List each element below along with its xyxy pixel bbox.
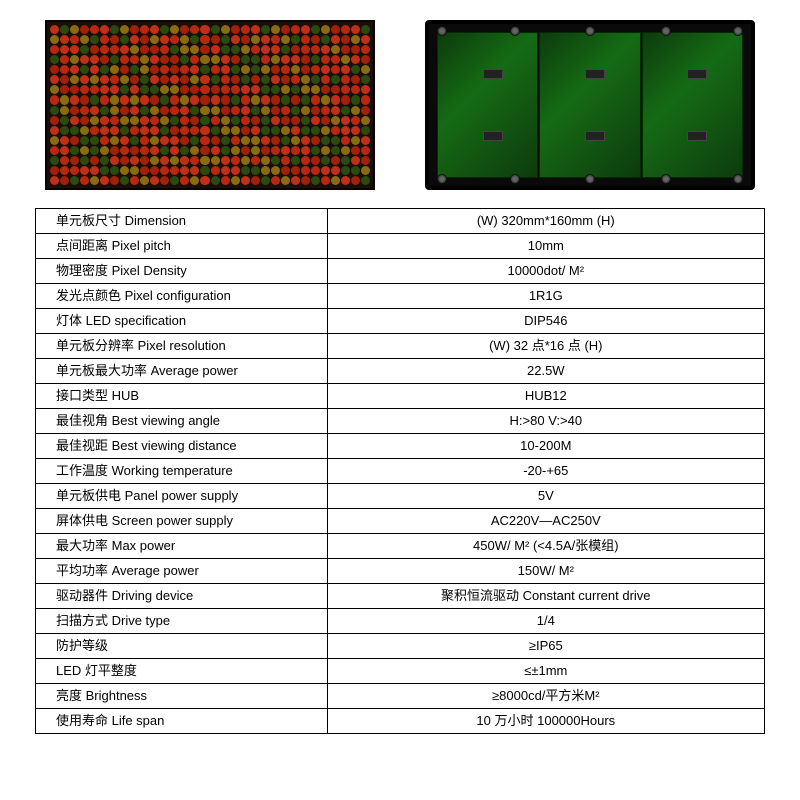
screw-icon — [585, 174, 595, 184]
spec-label: 使用寿命 Life span — [36, 709, 328, 734]
pcb-section — [642, 32, 743, 178]
spec-label: 屏体供电 Screen power supply — [36, 509, 328, 534]
table-row: 扫描方式 Drive type1/4 — [36, 609, 765, 634]
screw-icon — [585, 26, 595, 36]
spec-label: 最大功率 Max power — [36, 534, 328, 559]
spec-value: 5V — [327, 484, 764, 509]
spec-table: 单元板尺寸 Dimension(W) 320mm*160mm (H)点间距离 P… — [35, 208, 765, 734]
spec-value: 10000dot/ M² — [327, 259, 764, 284]
table-row: 亮度 Brightness≥8000cd/平方米M² — [36, 684, 765, 709]
table-row: 灯体 LED specificationDIP546 — [36, 309, 765, 334]
screw-icon — [661, 26, 671, 36]
spec-label: 灯体 LED specification — [36, 309, 328, 334]
spec-value: (W) 32 点*16 点 (H) — [327, 334, 764, 359]
table-row: 点间距离 Pixel pitch10mm — [36, 234, 765, 259]
spec-value: ≤±1mm — [327, 659, 764, 684]
table-row: 最大功率 Max power450W/ M² (<4.5A/张模组) — [36, 534, 765, 559]
pcb-section — [539, 32, 640, 178]
table-row: 防护等级≥IP65 — [36, 634, 765, 659]
screw-icon — [437, 174, 447, 184]
pcb-section — [437, 32, 538, 178]
screw-icon — [437, 26, 447, 36]
spec-label: 单元板最大功率 Average power — [36, 359, 328, 384]
spec-value: ≥IP65 — [327, 634, 764, 659]
spec-label: 单元板分辨率 Pixel resolution — [36, 334, 328, 359]
spec-label: 工作温度 Working temperature — [36, 459, 328, 484]
table-row: 单元板供电 Panel power supply5V — [36, 484, 765, 509]
table-row: LED 灯平整度≤±1mm — [36, 659, 765, 684]
spec-label: 扫描方式 Drive type — [36, 609, 328, 634]
screw-icon — [510, 26, 520, 36]
table-row: 接口类型 HUBHUB12 — [36, 384, 765, 409]
spec-value: ≥8000cd/平方米M² — [327, 684, 764, 709]
spec-value: -20-+65 — [327, 459, 764, 484]
table-row: 最佳视角 Best viewing angleH:>80 V:>40 — [36, 409, 765, 434]
spec-value: DIP546 — [327, 309, 764, 334]
spec-label: 点间距离 Pixel pitch — [36, 234, 328, 259]
screw-icon — [733, 174, 743, 184]
spec-label: 驱动器件 Driving device — [36, 584, 328, 609]
spec-label: LED 灯平整度 — [36, 659, 328, 684]
spec-value: 1/4 — [327, 609, 764, 634]
table-row: 单元板最大功率 Average power22.5W — [36, 359, 765, 384]
table-row: 最佳视距 Best viewing distance10-200M — [36, 434, 765, 459]
spec-label: 单元板供电 Panel power supply — [36, 484, 328, 509]
spec-label: 单元板尺寸 Dimension — [36, 209, 328, 234]
spec-label: 物理密度 Pixel Density — [36, 259, 328, 284]
spec-label: 最佳视角 Best viewing angle — [36, 409, 328, 434]
screw-icon — [510, 174, 520, 184]
spec-value: 10-200M — [327, 434, 764, 459]
led-panel-back-image — [425, 20, 755, 190]
product-images-row — [35, 20, 765, 190]
spec-value: (W) 320mm*160mm (H) — [327, 209, 764, 234]
spec-label: 接口类型 HUB — [36, 384, 328, 409]
spec-label: 亮度 Brightness — [36, 684, 328, 709]
table-row: 物理密度 Pixel Density10000dot/ M² — [36, 259, 765, 284]
table-row: 单元板尺寸 Dimension(W) 320mm*160mm (H) — [36, 209, 765, 234]
screw-icon — [733, 26, 743, 36]
spec-value: H:>80 V:>40 — [327, 409, 764, 434]
table-row: 平均功率 Average power150W/ M² — [36, 559, 765, 584]
spec-value: 150W/ M² — [327, 559, 764, 584]
spec-label: 平均功率 Average power — [36, 559, 328, 584]
table-row: 发光点颜色 Pixel configuration1R1G — [36, 284, 765, 309]
spec-value: AC220V—AC250V — [327, 509, 764, 534]
table-row: 单元板分辨率 Pixel resolution(W) 32 点*16 点 (H) — [36, 334, 765, 359]
screw-icon — [661, 174, 671, 184]
table-row: 驱动器件 Driving device聚积恒流驱动 Constant curre… — [36, 584, 765, 609]
spec-value: 1R1G — [327, 284, 764, 309]
spec-value: 450W/ M² (<4.5A/张模组) — [327, 534, 764, 559]
table-row: 使用寿命 Life span10 万小时 100000Hours — [36, 709, 765, 734]
spec-value: HUB12 — [327, 384, 764, 409]
spec-label: 发光点颜色 Pixel configuration — [36, 284, 328, 309]
spec-value: 聚积恒流驱动 Constant current drive — [327, 584, 764, 609]
table-row: 屏体供电 Screen power supplyAC220V—AC250V — [36, 509, 765, 534]
spec-value: 10mm — [327, 234, 764, 259]
led-panel-front-image — [45, 20, 375, 190]
spec-value: 10 万小时 100000Hours — [327, 709, 764, 734]
spec-label: 最佳视距 Best viewing distance — [36, 434, 328, 459]
table-row: 工作温度 Working temperature-20-+65 — [36, 459, 765, 484]
spec-value: 22.5W — [327, 359, 764, 384]
spec-label: 防护等级 — [36, 634, 328, 659]
